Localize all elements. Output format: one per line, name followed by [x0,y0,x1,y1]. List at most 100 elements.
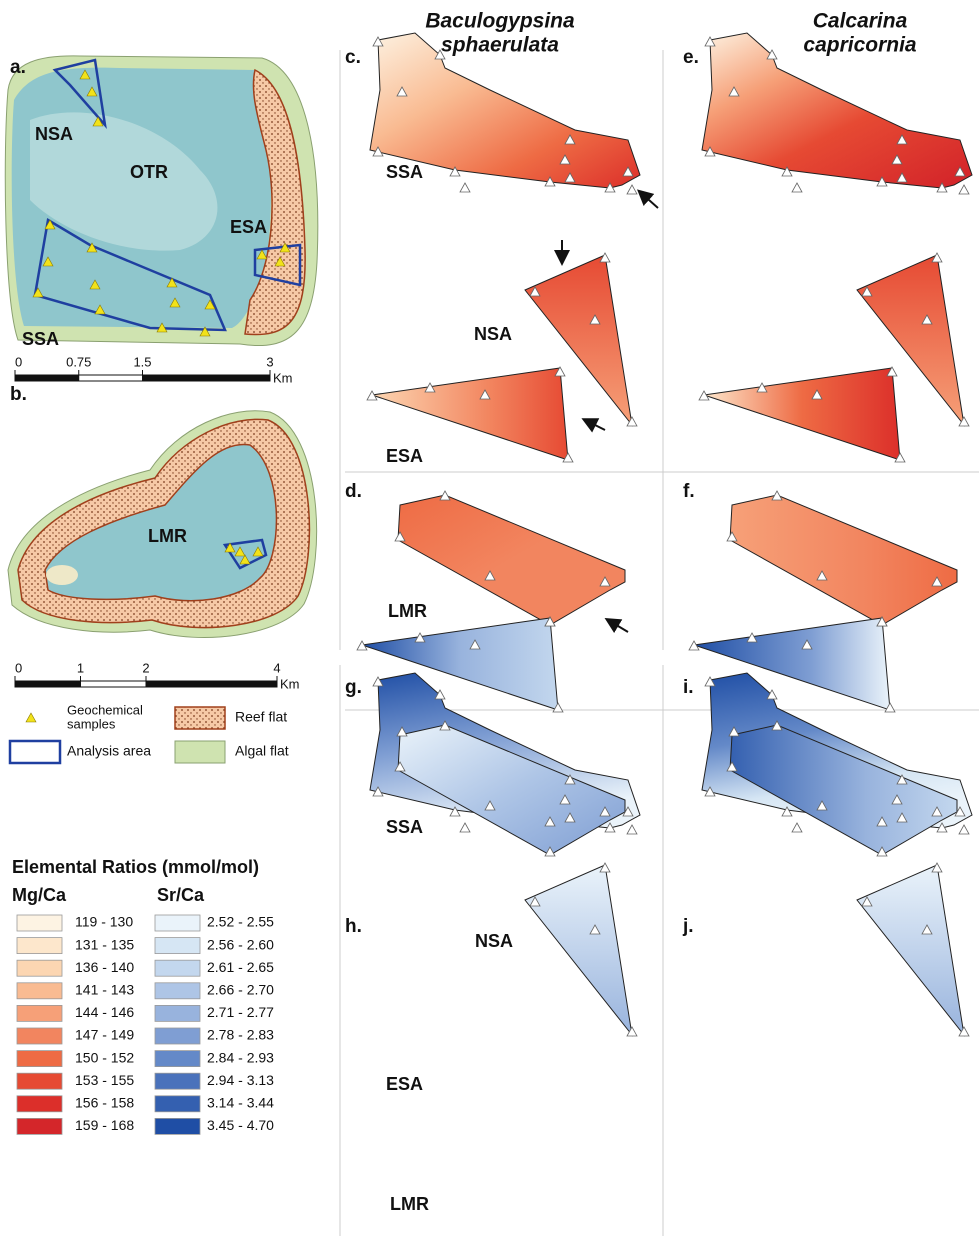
sample-marker [460,823,470,832]
panel-letter-part: e. [683,47,699,68]
map-legend-part [10,741,60,763]
scale-label: 0 [15,354,22,369]
legend-swatch [155,1118,200,1134]
map-legend-part [175,707,225,729]
map-label-part: SSA [22,329,59,349]
panel-letter-part: j. [682,916,694,937]
column-title: Baculogypsina sphaerulata Calcarina capr… [425,10,917,57]
legend-swatch [17,1118,62,1134]
legend-swatch [17,938,62,954]
legend-swatch [155,1051,200,1067]
region-label-part: ESA [386,1074,423,1094]
legend-swatch [17,960,62,976]
column-title-part: sphaerulata [441,34,559,57]
panel-letter-part: d. [345,481,362,502]
legend-group-title: Mg/Ca [12,885,67,905]
legend-swatch [17,1073,62,1089]
region-label-part: NSA [475,931,513,951]
map-b-part [46,565,78,585]
sample-marker [627,185,637,194]
scale-segment [15,375,79,381]
legend-swatch [155,1096,200,1112]
column-title-part: Calcarina [813,10,908,33]
legend-group-title: Sr/Ca [157,885,205,905]
sample-marker [959,825,969,834]
region-label-part: SSA [386,817,423,837]
sample-marker [627,825,637,834]
legend-swatch [17,1096,62,1112]
panel-letter-part: g. [345,677,362,698]
panel-letter-part: a. [10,57,26,78]
page: 0 0.75 1.5 3Km 0124Km NSA OTR ESA SSA LMR G… [0,0,979,1236]
legend-label: 2.52 - 2.55 [207,914,274,930]
sample-marker [792,183,802,192]
panel-letter-part: c. [345,47,361,68]
legend-swatch [17,1028,62,1044]
map-label-part: LMR [148,526,187,546]
legend-swatch [17,1005,62,1021]
scale-bar: 0124Km [15,660,300,691]
legend-label: 131 - 135 [75,936,134,952]
region-label-part: LMR [388,601,427,621]
legend-swatch [155,960,200,976]
legend-swatch [155,1028,200,1044]
legend-label: 141 - 143 [75,982,134,998]
map-a [5,56,318,346]
interpolation-map-part-part [857,865,964,1035]
legend-label: 147 - 149 [75,1027,134,1043]
sample-marker [959,185,969,194]
scale-segment [146,681,277,687]
map-legend: Geochemical samples Reef flat Analysis a… [10,702,289,763]
scale-segment [81,681,147,687]
legend-swatch [17,1051,62,1067]
arrow-part [640,192,658,208]
map-legend-part: Algal flat [235,743,289,759]
scale-segment [143,375,271,381]
scale-segment [79,375,143,381]
scale-label: 1.5 [133,354,151,369]
map-legend-part: Geochemical [67,702,143,717]
scale-label: 0.75 [66,354,91,369]
map-label-part: NSA [35,124,73,144]
interpolation-map-part-part [704,368,900,460]
scale-label: 4 [273,660,280,675]
scale-segment [15,681,81,687]
legend-title: Elemental Ratios (mmol/mol) [12,857,259,877]
scale-unit: Km [273,370,293,385]
legend-label: 119 - 130 [75,914,133,930]
legend-swatch [17,983,62,999]
ratio-legend: Mg/Ca 119 - 130 131 - 135 136 - 140 141 - 14… [12,885,274,1135]
legend-swatch [155,1005,200,1021]
column-title-part: Baculogypsina [425,10,575,33]
scale-label: 3 [266,354,273,369]
scale-label: 0 [15,660,22,675]
panel-letter-part: b. [10,384,27,405]
interpolation-map-part [398,495,625,625]
map-legend-part: Analysis area [67,743,151,759]
legend-label: 159 - 168 [75,1117,134,1133]
map-legend-part: samples [67,716,116,731]
legend-label: 2.84 - 2.93 [207,1049,274,1065]
legend-label: 3.14 - 3.44 [207,1095,274,1111]
map-label-part: OTR [130,162,168,182]
interpolation-map-part [702,33,972,625]
panel-letter-part: i. [683,677,694,698]
legend-label: 136 - 140 [75,959,134,975]
figure: 0 0.75 1.5 3Km 0124Km NSA OTR ESA SSA LMR G… [0,0,979,1236]
legend-label: 144 - 146 [75,1004,134,1020]
map-legend-part [26,713,36,722]
legend-label: 3.45 - 4.70 [207,1117,274,1133]
region-label-part: SSA [386,162,423,182]
sample-marker [792,823,802,832]
legend-label: 2.56 - 2.60 [207,936,274,952]
legend-swatch [155,1073,200,1089]
interpolation-map-part [525,865,632,1035]
scale-bar: 0 0.75 1.5 3Km [15,354,293,385]
region-label-part: LMR [390,1194,429,1214]
column-title-part: capricornia [803,34,917,57]
panel-letter-part: f. [683,481,695,502]
arrow-part [585,420,605,430]
legend-label: 156 - 158 [75,1095,134,1111]
map-legend-part: Reef flat [235,709,287,725]
legend-label: 2.78 - 2.83 [207,1027,274,1043]
